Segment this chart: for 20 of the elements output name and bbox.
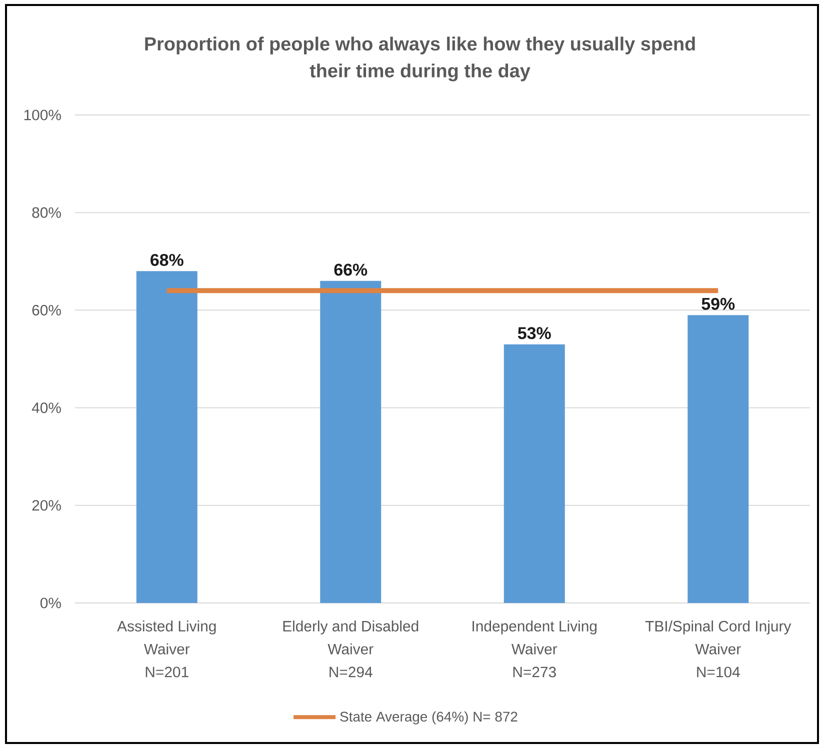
- x-tick-label: TBI/Spinal Cord Injury Waiver N=104: [645, 620, 792, 678]
- y-tick-label: 100%: [24, 110, 61, 120]
- x-tick-label: Elderly and Disabled Waiver N=294: [283, 620, 418, 678]
- bar: [320, 280, 382, 603]
- data-label: 59%: [702, 298, 735, 310]
- y-tick-label: 40%: [32, 402, 61, 414]
- data-label: 68%: [150, 254, 184, 266]
- y-tick-label: 80%: [32, 207, 61, 218]
- x-tick-label: Assisted Living Waiver N=201: [117, 620, 216, 678]
- x-tick-label: Independent Living Waiver N=273: [472, 620, 597, 678]
- data-label: 66%: [334, 264, 368, 276]
- y-tick-label: 20%: [32, 500, 61, 511]
- data-label: 53%: [518, 327, 551, 340]
- y-tick-label: 0%: [40, 598, 61, 608]
- legend-label: State Average (64%) N= 872: [340, 711, 518, 724]
- chart-title: Proportion of people who always like how they usually spend their time during the day: [145, 36, 695, 82]
- y-tick-label: 60%: [32, 304, 61, 316]
- bar: [504, 344, 565, 603]
- bar: [136, 271, 198, 603]
- bar: [688, 315, 749, 603]
